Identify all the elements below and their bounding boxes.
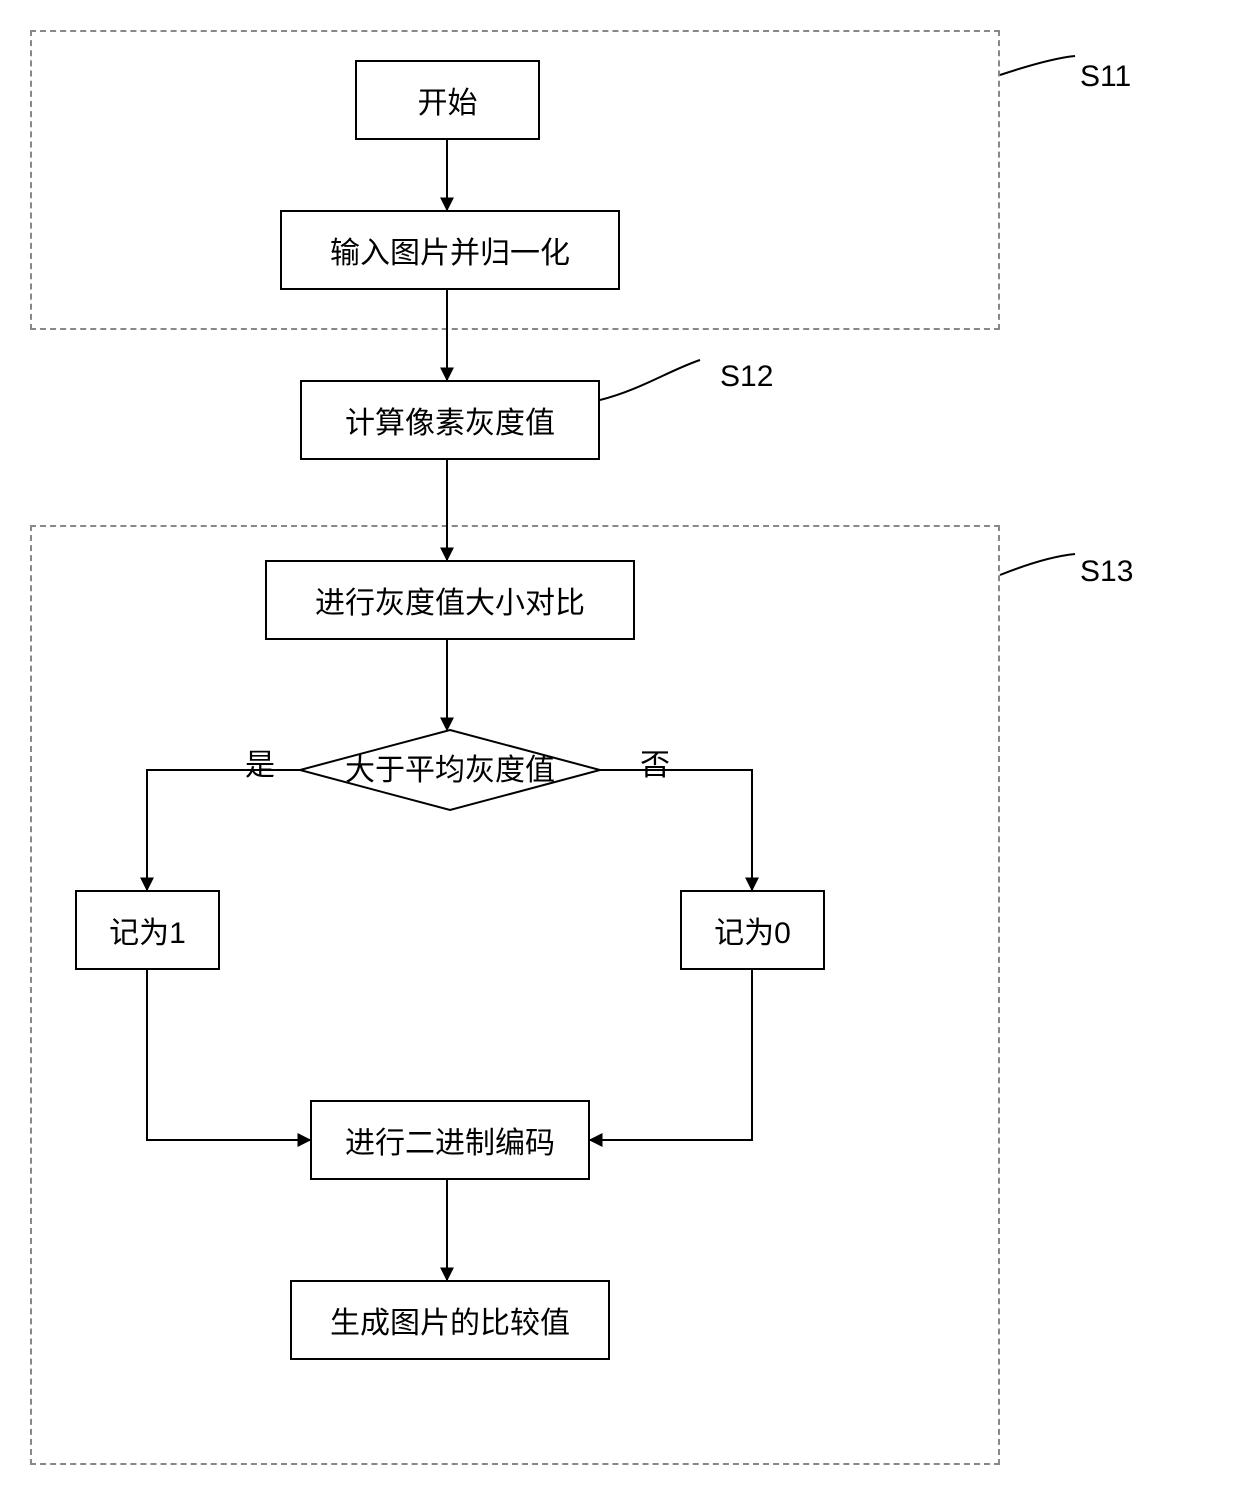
node-text: 进行灰度值大小对比 xyxy=(315,578,585,622)
node-calc-gray: 计算像素灰度值 xyxy=(300,380,600,460)
node-input: 输入图片并归一化 xyxy=(280,210,620,290)
node-compare: 进行灰度值大小对比 xyxy=(265,560,635,640)
node-text: 记为1 xyxy=(109,908,186,952)
node-text: 计算像素灰度值 xyxy=(345,398,555,442)
label-s12: S12 xyxy=(720,360,773,394)
label-s11: S11 xyxy=(1080,60,1131,94)
label-no: 否 xyxy=(640,740,670,784)
label-s13: S13 xyxy=(1080,555,1133,589)
node-text: 进行二进制编码 xyxy=(345,1118,555,1162)
node-text: 输入图片并归一化 xyxy=(330,228,570,272)
node-binary: 进行二进制编码 xyxy=(310,1100,590,1180)
node-mark-1: 记为1 xyxy=(75,890,220,970)
flowchart-canvas: 开始 输入图片并归一化 计算像素灰度值 进行灰度值大小对比 记为1 记为0 进行… xyxy=(0,0,1240,1496)
node-text: 记为0 xyxy=(714,908,791,952)
node-gen-value: 生成图片的比较值 xyxy=(290,1280,610,1360)
label-yes: 是 xyxy=(245,740,275,784)
node-text: 生成图片的比较值 xyxy=(330,1298,570,1342)
node-mark-0: 记为0 xyxy=(680,890,825,970)
node-start: 开始 xyxy=(355,60,540,140)
node-text: 开始 xyxy=(418,78,478,122)
